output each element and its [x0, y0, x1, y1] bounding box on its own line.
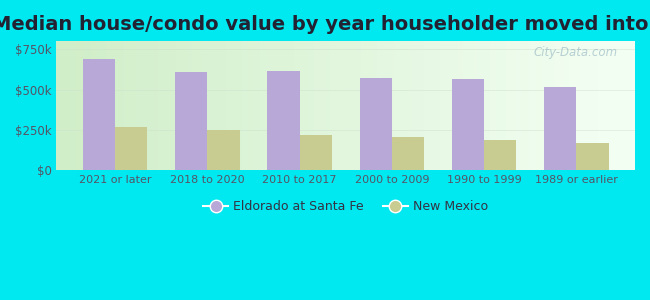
Bar [544, 87, 577, 170]
Bar [452, 79, 484, 170]
Legend: Eldorado at Santa Fe, New Mexico: Eldorado at Santa Fe, New Mexico [198, 195, 493, 218]
Bar [207, 130, 240, 170]
Bar [359, 78, 392, 170]
Bar [83, 59, 115, 170]
Bar [115, 128, 148, 170]
Title: Median house/condo value by year householder moved into unit: Median house/condo value by year househo… [0, 15, 650, 34]
Bar [175, 72, 207, 170]
Text: City-Data.com: City-Data.com [534, 46, 618, 59]
Bar [392, 137, 424, 170]
Bar [300, 135, 332, 170]
Bar [484, 140, 517, 170]
Bar [577, 143, 608, 170]
Bar [267, 71, 300, 170]
